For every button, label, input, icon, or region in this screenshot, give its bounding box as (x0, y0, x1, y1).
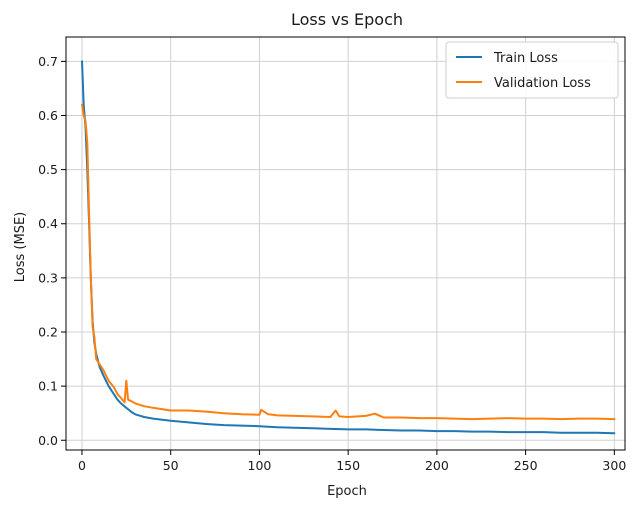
grid-lines (66, 37, 625, 450)
y-tick-label: 0.1 (38, 379, 58, 394)
x-tick-label: 300 (602, 458, 626, 473)
validation-loss-line (81, 103, 616, 421)
plot-frame (65, 36, 626, 451)
chart-title: Loss vs Epoch (291, 10, 403, 29)
y-tick-label: 0.0 (38, 433, 58, 448)
y-tick-label: 0.7 (38, 54, 58, 69)
x-tick-label: 50 (163, 458, 179, 473)
legend-label-train: Train Loss (493, 51, 558, 66)
legend-box (445, 41, 619, 99)
y-tick-label: 0.6 (38, 108, 58, 123)
y-tick-label: 0.3 (38, 270, 58, 285)
y-tick-label: 0.5 (38, 162, 58, 177)
y-axis-label: Loss (MSE) (13, 212, 28, 282)
x-tick-label: 0 (78, 458, 86, 473)
x-axis: 0 50 100 150 200 250 300 (78, 450, 626, 473)
legend-label-validation: Validation Loss (494, 76, 591, 91)
legend: Train Loss Validation Loss (445, 41, 619, 99)
x-tick-label: 150 (336, 458, 360, 473)
y-tick-label: 0.2 (38, 325, 58, 340)
x-tick-label: 200 (425, 458, 449, 473)
y-tick-label: 0.4 (38, 216, 58, 231)
y-axis: 0.0 0.1 0.2 0.3 0.4 0.5 0.6 0.7 (38, 54, 66, 448)
x-axis-label: Epoch (327, 484, 367, 499)
series-lines (81, 60, 616, 435)
x-tick-label: 100 (248, 458, 272, 473)
x-tick-label: 250 (514, 458, 538, 473)
